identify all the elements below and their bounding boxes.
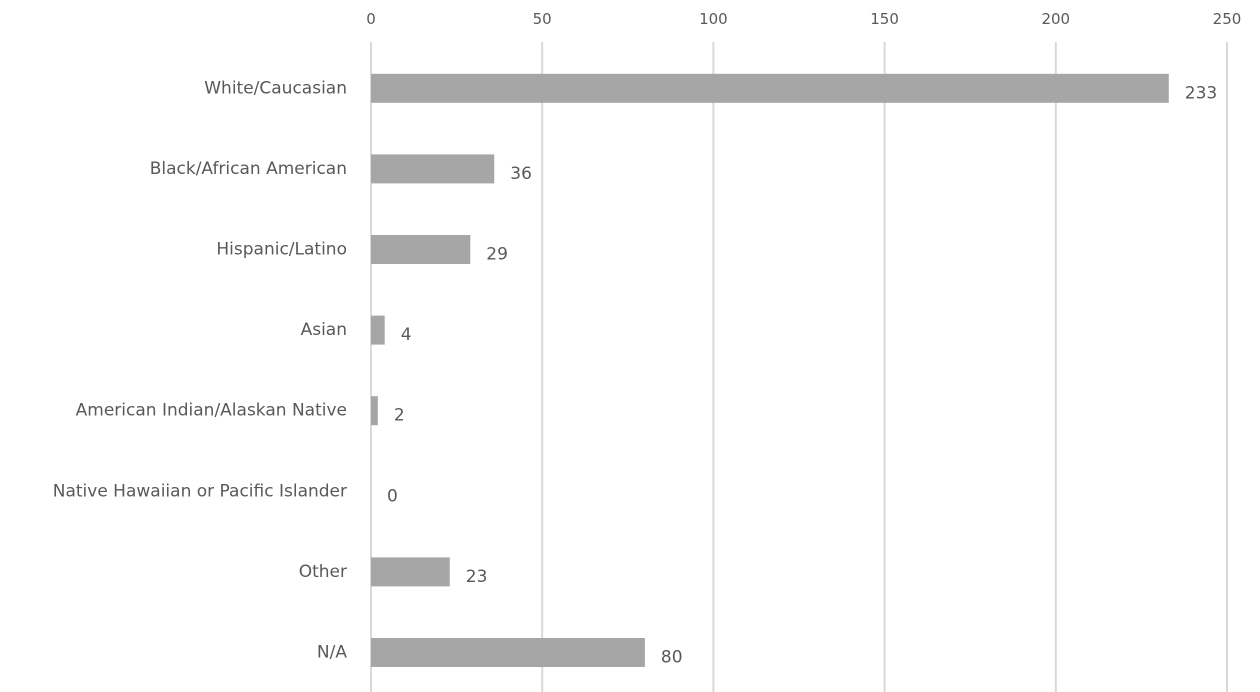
category-label: Asian <box>301 320 347 340</box>
data-label: 2 <box>394 406 405 426</box>
bar <box>371 154 495 184</box>
category-labels: White/Caucasian Black/African American His… <box>53 78 348 662</box>
data-labels: 233 36 29 4 2 0 23 80 <box>387 83 1217 667</box>
gridlines <box>370 42 1228 692</box>
data-label: 23 <box>466 567 488 587</box>
tick-label: 50 <box>533 10 552 28</box>
data-label: 36 <box>510 164 532 184</box>
bar <box>371 638 645 667</box>
tick-label: 100 <box>699 10 728 28</box>
category-label: White/Caucasian <box>204 78 347 98</box>
category-label: Native Hawaiian or Pacific Islander <box>53 481 347 501</box>
bar <box>371 235 471 264</box>
bars <box>371 73 1169 667</box>
category-label: Hispanic/Latino <box>216 240 347 260</box>
bar <box>371 73 1169 103</box>
category-label: American Indian/Alaskan Native <box>76 401 347 421</box>
bar <box>371 396 378 426</box>
tick-label: 0 <box>366 10 376 28</box>
x-axis-ticks: 0 50 100 150 200 250 <box>366 10 1241 28</box>
data-label: 29 <box>486 245 508 265</box>
tick-label: 150 <box>870 10 899 28</box>
category-label: N/A <box>317 643 347 663</box>
bar <box>371 315 385 345</box>
data-label: 233 <box>1185 83 1217 103</box>
data-label: 4 <box>401 325 412 345</box>
category-label: Other <box>299 562 347 582</box>
tick-label: 250 <box>1213 10 1242 28</box>
tick-label: 200 <box>1041 10 1070 28</box>
data-label: 80 <box>661 648 683 668</box>
data-label: 0 <box>387 486 398 506</box>
category-label: Black/African American <box>150 159 347 179</box>
bar <box>371 557 450 587</box>
